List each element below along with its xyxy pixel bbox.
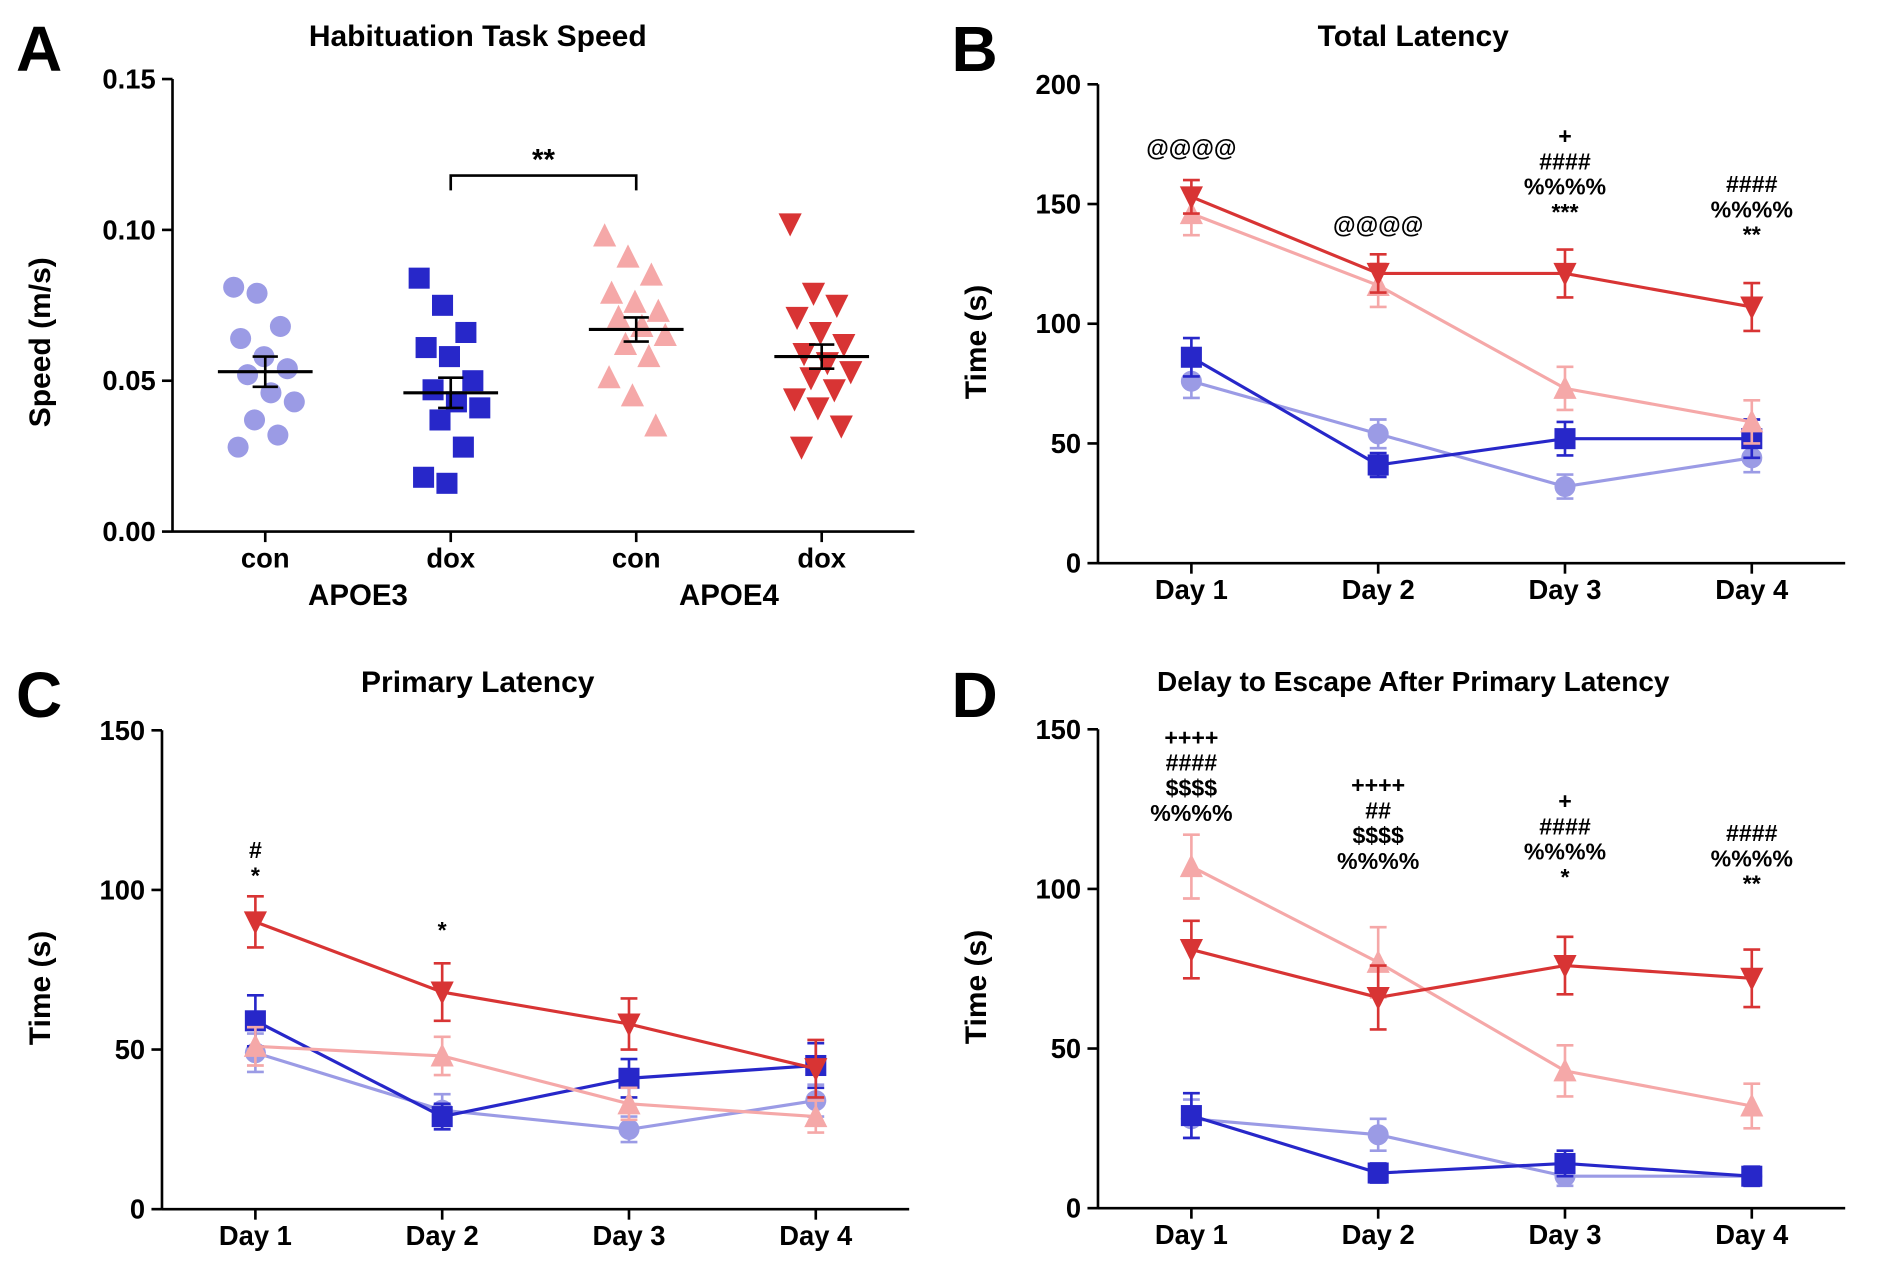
svg-text:+: + bbox=[1558, 788, 1572, 814]
scatter-plot: 0.00 0.05 0.10 0.15 con dox con dox APOE3 APOE4 ** bbox=[62, 58, 936, 626]
plot-axes: 050100150Day 1Day 2Day 3Day 4#** bbox=[62, 704, 936, 1272]
svg-text:0.15: 0.15 bbox=[102, 64, 155, 95]
panel-a: AHabituation Task SpeedSpeed (m/s)0.000.… bbox=[20, 20, 936, 626]
svg-text:150: 150 bbox=[1035, 188, 1081, 219]
svg-text:%%%%: %%%% bbox=[1150, 800, 1232, 826]
plot-title: Total Latency bbox=[956, 20, 1872, 54]
svg-text:####: #### bbox=[1726, 820, 1778, 846]
y-axis-label: Time (s) bbox=[20, 704, 62, 1272]
svg-text:++++: ++++ bbox=[1351, 772, 1405, 798]
svg-text:*: * bbox=[1560, 864, 1569, 890]
svg-text:con: con bbox=[612, 542, 661, 573]
line-plot: 050100150Day 1Day 2Day 3Day 4++++####$$$… bbox=[998, 702, 1872, 1272]
svg-text:150: 150 bbox=[1035, 714, 1081, 745]
plot-axes: 050100150Day 1Day 2Day 3Day 4++++####$$$… bbox=[998, 702, 1872, 1272]
svg-text:0.10: 0.10 bbox=[102, 214, 155, 245]
svg-text:#: # bbox=[249, 837, 262, 863]
y-axis-label: Time (s) bbox=[956, 702, 998, 1272]
plot-title: Primary Latency bbox=[20, 666, 936, 700]
panel-b: BTotal LatencyTime (s)050100150200Day 1D… bbox=[956, 20, 1872, 626]
svg-text:++++: ++++ bbox=[1164, 725, 1218, 751]
svg-text:$$$$: $$$$ bbox=[1352, 823, 1404, 849]
svg-text:150: 150 bbox=[99, 715, 145, 746]
plot-title: Habituation Task Speed bbox=[20, 20, 936, 54]
svg-text:@@@@: @@@@ bbox=[1333, 212, 1423, 238]
svg-text:####: #### bbox=[1539, 148, 1591, 174]
svg-text:##: ## bbox=[1365, 798, 1391, 824]
svg-text:Day 4: Day 4 bbox=[1715, 574, 1789, 605]
svg-text:####: #### bbox=[1539, 814, 1591, 840]
panel-c: CPrimary LatencyTime (s)050100150Day 1Da… bbox=[20, 666, 936, 1272]
svg-text:50: 50 bbox=[1050, 428, 1080, 459]
svg-text:100: 100 bbox=[99, 875, 145, 906]
svg-text:%%%%: %%%% bbox=[1523, 839, 1605, 865]
svg-text:Day 2: Day 2 bbox=[1341, 574, 1414, 605]
plot-title: Delay to Escape After Primary Latency bbox=[956, 666, 1872, 698]
svg-text:Day 1: Day 1 bbox=[219, 1220, 292, 1251]
line-plot: 0 50 100 150 200 Day 1 Day 2 Day 3 Day 4 @@@@ @@@@… bbox=[998, 58, 1872, 626]
svg-text:+: + bbox=[1558, 123, 1572, 149]
svg-text:dox: dox bbox=[797, 542, 846, 573]
svg-text:Day 1: Day 1 bbox=[1154, 1219, 1227, 1250]
figure-grid: AHabituation Task SpeedSpeed (m/s)0.000.… bbox=[20, 20, 1871, 1268]
svg-text:0: 0 bbox=[1065, 1193, 1080, 1224]
svg-text:0.00: 0.00 bbox=[102, 516, 155, 547]
svg-text:%%%%: %%%% bbox=[1710, 196, 1792, 222]
svg-text:$$$$: $$$$ bbox=[1165, 775, 1217, 801]
svg-text:APOE4: APOE4 bbox=[679, 579, 779, 612]
svg-text:200: 200 bbox=[1035, 69, 1081, 100]
svg-text:@@@@: @@@@ bbox=[1146, 135, 1236, 161]
svg-text:%%%%: %%%% bbox=[1710, 846, 1792, 872]
svg-text:APOE3: APOE3 bbox=[308, 579, 408, 612]
svg-text:**: ** bbox=[532, 143, 555, 176]
svg-text:%%%%: %%%% bbox=[1337, 848, 1419, 874]
svg-text:100: 100 bbox=[1035, 874, 1081, 905]
svg-text:**: ** bbox=[1742, 222, 1760, 248]
svg-text:dox: dox bbox=[426, 542, 475, 573]
svg-text:%%%%: %%%% bbox=[1523, 174, 1605, 200]
plot-axes: 0.00 0.05 0.10 0.15 con dox con dox APOE3 APOE4 ** bbox=[62, 58, 936, 626]
svg-text:0: 0 bbox=[1065, 548, 1080, 579]
svg-text:***: *** bbox=[1551, 199, 1578, 225]
svg-text:####: #### bbox=[1726, 171, 1778, 197]
svg-text:Day 3: Day 3 bbox=[592, 1220, 665, 1251]
plot-axes: 0 50 100 150 200 Day 1 Day 2 Day 3 Day 4 @@@@ @@@@… bbox=[998, 58, 1872, 626]
svg-text:Day 2: Day 2 bbox=[406, 1220, 479, 1251]
panel-d: DDelay to Escape After Primary LatencyTi… bbox=[956, 666, 1872, 1272]
svg-text:Day 1: Day 1 bbox=[1154, 574, 1227, 605]
svg-text:####: #### bbox=[1165, 750, 1217, 776]
svg-text:50: 50 bbox=[1050, 1033, 1080, 1064]
svg-text:0: 0 bbox=[130, 1194, 145, 1225]
svg-text:50: 50 bbox=[115, 1034, 145, 1065]
svg-text:Day 3: Day 3 bbox=[1528, 574, 1601, 605]
svg-text:con: con bbox=[241, 542, 290, 573]
svg-text:Day 2: Day 2 bbox=[1341, 1219, 1414, 1250]
line-plot: 050100150Day 1Day 2Day 3Day 4#** bbox=[62, 704, 936, 1272]
svg-text:Day 4: Day 4 bbox=[1715, 1219, 1789, 1250]
y-axis-label: Time (s) bbox=[956, 58, 998, 626]
svg-text:*: * bbox=[251, 863, 260, 889]
svg-text:**: ** bbox=[1742, 871, 1760, 897]
svg-text:100: 100 bbox=[1035, 308, 1081, 339]
y-axis-label: Speed (m/s) bbox=[20, 58, 62, 626]
svg-text:0.05: 0.05 bbox=[102, 365, 155, 396]
svg-text:*: * bbox=[438, 917, 447, 943]
svg-text:Day 3: Day 3 bbox=[1528, 1219, 1601, 1250]
svg-text:Day 4: Day 4 bbox=[779, 1220, 853, 1251]
